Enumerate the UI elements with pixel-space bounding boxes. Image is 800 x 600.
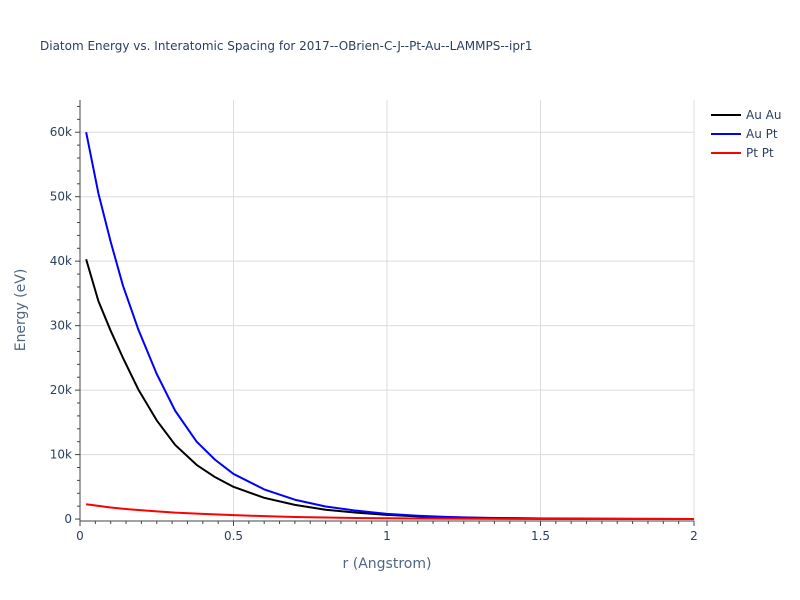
legend[interactable]: Au Au Au Pt Pt Pt bbox=[711, 108, 781, 160]
series-lines bbox=[85, 132, 695, 521]
series-line-pt-pt[interactable] bbox=[86, 503, 695, 521]
x-tick-label: 0.5 bbox=[224, 529, 243, 543]
legend-label[interactable]: Au Pt bbox=[746, 127, 778, 141]
y-tick-label: 0 bbox=[64, 512, 72, 526]
series-line-au-au[interactable] bbox=[85, 258, 695, 520]
legend-label[interactable]: Au Au bbox=[746, 108, 781, 122]
x-tick-label: 0 bbox=[76, 529, 84, 543]
y-tick-label: 10k bbox=[50, 448, 72, 462]
y-tick-label: 60k bbox=[50, 125, 72, 139]
y-tick-label: 40k bbox=[50, 254, 72, 268]
y-tick-label: 20k bbox=[50, 383, 72, 397]
y-tick-label: 50k bbox=[50, 190, 72, 204]
y-axis-title: Energy (eV) bbox=[13, 269, 29, 352]
x-tick-label: 1 bbox=[383, 529, 391, 543]
grid-lines bbox=[80, 100, 695, 521]
axes bbox=[75, 100, 695, 526]
y-tick-label: 30k bbox=[50, 319, 72, 333]
x-axis-title: r (Angstrom) bbox=[343, 556, 432, 572]
x-tick-label: 2 bbox=[690, 529, 698, 543]
legend-label[interactable]: Pt Pt bbox=[746, 146, 774, 160]
x-tick-label: 1.5 bbox=[531, 529, 550, 543]
tick-labels: 0 0.5 1 1.5 2 0 10k 20k 30k 40k 50k 60k bbox=[50, 125, 698, 543]
chart-title: Diatom Energy vs. Interatomic Spacing fo… bbox=[40, 39, 533, 53]
